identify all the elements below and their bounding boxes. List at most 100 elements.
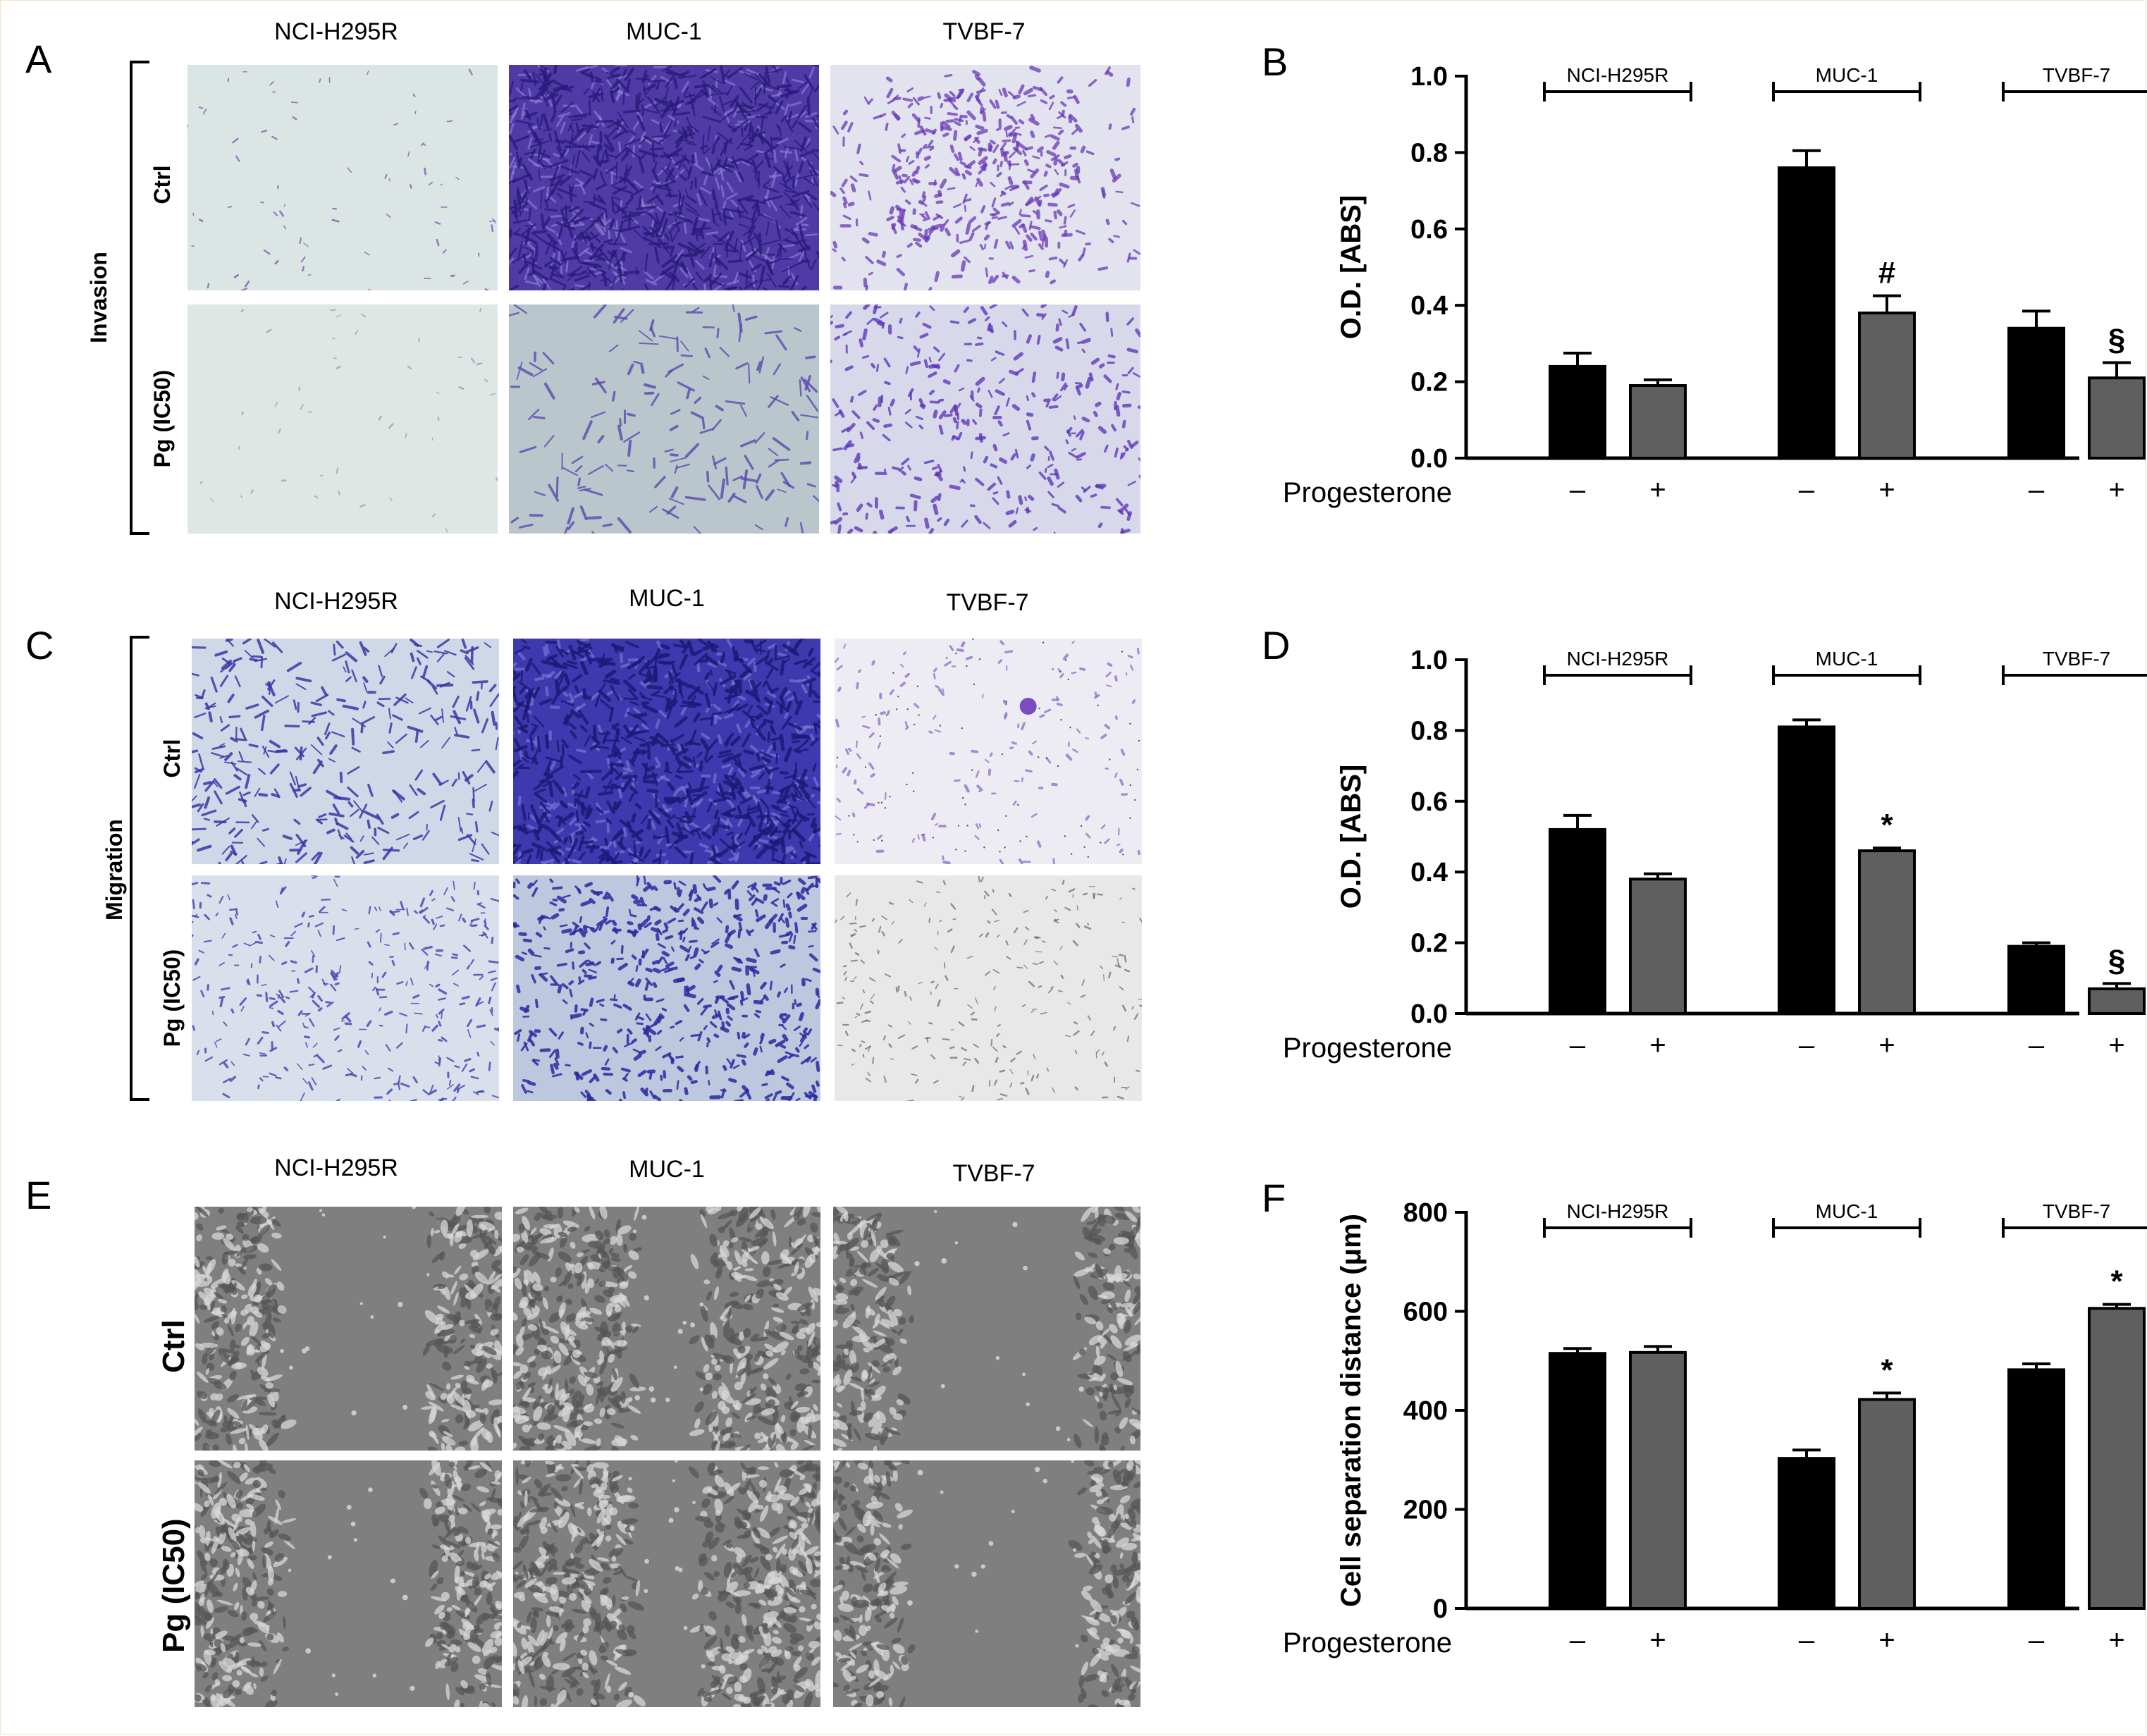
bar bbox=[2007, 944, 2065, 1015]
y-tick-label: 0.8 bbox=[1410, 138, 1448, 168]
bar bbox=[1778, 725, 1835, 1015]
significance-mark: # bbox=[1878, 256, 1895, 290]
column-header-nci-h295r: NCI-H295R bbox=[274, 1155, 398, 1181]
bar bbox=[2007, 326, 2065, 460]
bar-chart-svg: 0 200 400 600 800 Cell separation distance (μ… bbox=[1283, 1198, 2147, 1658]
micrograph-scratch-nci-ctrl bbox=[195, 1207, 502, 1451]
micrograph-invasion-tvbf-pg bbox=[830, 304, 1140, 534]
row-label-ctrl: Ctrl bbox=[149, 165, 175, 204]
group-label: NCI-H295R bbox=[1567, 648, 1669, 670]
column-header-muc-1: MUC-1 bbox=[629, 585, 705, 612]
y-tick-label: 1.0 bbox=[1410, 646, 1448, 675]
significance-mark: * bbox=[1881, 808, 1893, 842]
treatment-label: – bbox=[1799, 1030, 1815, 1061]
treatment-label: + bbox=[2108, 1030, 2124, 1061]
bar-chart-svg: 0.0 0.2 0.4 0.6 0.8 1.0 O.D. [ABS] – + – # + – § + NCI-… bbox=[1283, 62, 2147, 508]
significance-mark: * bbox=[1881, 1353, 1893, 1387]
row-label-pg-ic50: Pg (IC50) bbox=[159, 949, 185, 1047]
group-label: MUC-1 bbox=[1816, 64, 1878, 86]
micrograph-scratch-tvbf-ctrl bbox=[833, 1207, 1140, 1451]
treatment-label: + bbox=[1649, 1625, 1666, 1656]
y-tick-label: 0.6 bbox=[1410, 787, 1448, 817]
significance-mark: § bbox=[2108, 323, 2125, 357]
panel-letter-d: D bbox=[1262, 623, 1291, 667]
treatment-label: + bbox=[2108, 1625, 2124, 1656]
y-tick-label: 0.4 bbox=[1410, 858, 1448, 887]
treatment-label: – bbox=[2029, 474, 2045, 505]
column-header-muc-1: MUC-1 bbox=[626, 18, 702, 45]
y-tick-label: 0.8 bbox=[1410, 716, 1448, 746]
micrograph-scratch-muc-pg bbox=[513, 1460, 820, 1707]
treatment-label: + bbox=[1878, 1030, 1895, 1061]
significance-mark: § bbox=[2108, 943, 2125, 978]
treatment-label: + bbox=[1878, 1625, 1895, 1656]
bar bbox=[2007, 1368, 2065, 1610]
micrograph-invasion-nci-ctrl bbox=[187, 65, 498, 290]
micrograph-invasion-muc-pg bbox=[509, 304, 819, 534]
row-label-ctrl: Ctrl bbox=[156, 1319, 191, 1373]
panel-letter-f: F bbox=[1262, 1176, 1286, 1220]
group-label: MUC-1 bbox=[1816, 648, 1878, 670]
treatment-label: + bbox=[2108, 474, 2124, 505]
assay-label-invasion: Invasion bbox=[86, 252, 111, 343]
micrograph-migration-muc-ctrl bbox=[513, 639, 820, 864]
y-tick-label: 0.2 bbox=[1410, 368, 1448, 398]
y-axis-label: O.D. [ABS] bbox=[1336, 765, 1367, 909]
column-header-nci-h295r: NCI-H295R bbox=[274, 18, 398, 45]
group-label: NCI-H295R bbox=[1567, 1200, 1669, 1222]
bar bbox=[1629, 878, 1687, 1015]
column-header-tvbf-7: TVBF-7 bbox=[942, 18, 1026, 45]
micrograph-migration-nci-pg bbox=[192, 875, 499, 1101]
y-tick-label: 0 bbox=[1433, 1594, 1448, 1624]
micrograph-migration-nci-ctrl bbox=[192, 639, 499, 864]
panel-letter-a: A bbox=[25, 37, 52, 81]
bar bbox=[2088, 987, 2146, 1015]
column-header-nci-h295r: NCI-H295R bbox=[274, 588, 398, 615]
assay-label-migration: Migration bbox=[101, 819, 127, 921]
treatment-label: – bbox=[2029, 1625, 2045, 1656]
significance-mark: * bbox=[2110, 1264, 2123, 1299]
bar bbox=[1858, 312, 1916, 460]
x-axis-label: Progesterone bbox=[1283, 1033, 1452, 1064]
bar bbox=[1778, 1457, 1835, 1610]
bar bbox=[1549, 827, 1606, 1015]
micrograph-invasion-tvbf-ctrl bbox=[830, 65, 1140, 290]
micrograph-scratch-muc-ctrl bbox=[513, 1207, 820, 1451]
y-tick-label: 400 bbox=[1403, 1396, 1448, 1426]
chart-panel-b: 0.0 0.2 0.4 0.6 0.8 1.0 O.D. [ABS] – + – # + – § + NCI-… bbox=[1255, 42, 2147, 564]
micrograph-invasion-muc-ctrl bbox=[509, 65, 819, 290]
micrograph-migration-tvbf-ctrl bbox=[835, 639, 1142, 864]
bar bbox=[1629, 384, 1687, 460]
y-tick-label: 0.0 bbox=[1410, 999, 1448, 1029]
row-label-ctrl: Ctrl bbox=[159, 739, 185, 778]
group-label: TVBF-7 bbox=[2043, 648, 2110, 670]
chart-panel-f: 0 200 400 600 800 Cell separation distance (μ… bbox=[1255, 1178, 2147, 1714]
bar bbox=[1858, 1398, 1916, 1610]
y-axis-label: Cell separation distance (μm) bbox=[1336, 1214, 1367, 1607]
y-tick-label: 200 bbox=[1403, 1496, 1448, 1525]
column-header-muc-1: MUC-1 bbox=[629, 1156, 705, 1183]
column-header-tvbf-7: TVBF-7 bbox=[952, 1160, 1035, 1187]
treatment-label: + bbox=[1878, 474, 1895, 505]
group-label: MUC-1 bbox=[1816, 1200, 1878, 1222]
bar bbox=[1778, 166, 1835, 460]
group-label: TVBF-7 bbox=[2043, 64, 2110, 86]
y-tick-label: 0.0 bbox=[1410, 444, 1448, 474]
treatment-label: – bbox=[2029, 1030, 2045, 1061]
group-label: NCI-H295R bbox=[1567, 64, 1669, 86]
bar bbox=[1629, 1350, 1687, 1610]
y-tick-label: 0.6 bbox=[1410, 215, 1448, 245]
treatment-label: + bbox=[1649, 1030, 1666, 1061]
treatment-label: – bbox=[1799, 474, 1815, 505]
row-label-pg-ic50: Pg (IC50) bbox=[149, 369, 175, 468]
bar bbox=[1549, 364, 1606, 460]
treatment-label: + bbox=[1649, 474, 1666, 505]
x-axis-label: Progesterone bbox=[1283, 477, 1452, 508]
treatment-label: – bbox=[1570, 1030, 1586, 1061]
bar-chart-svg: 0.0 0.2 0.4 0.6 0.8 1.0 O.D. [ABS] – + – * + – § + NCI-… bbox=[1283, 646, 2147, 1064]
group-label: TVBF-7 bbox=[2043, 1200, 2110, 1222]
y-tick-label: 1.0 bbox=[1410, 62, 1448, 92]
micrograph-invasion-nci-pg bbox=[187, 304, 498, 534]
